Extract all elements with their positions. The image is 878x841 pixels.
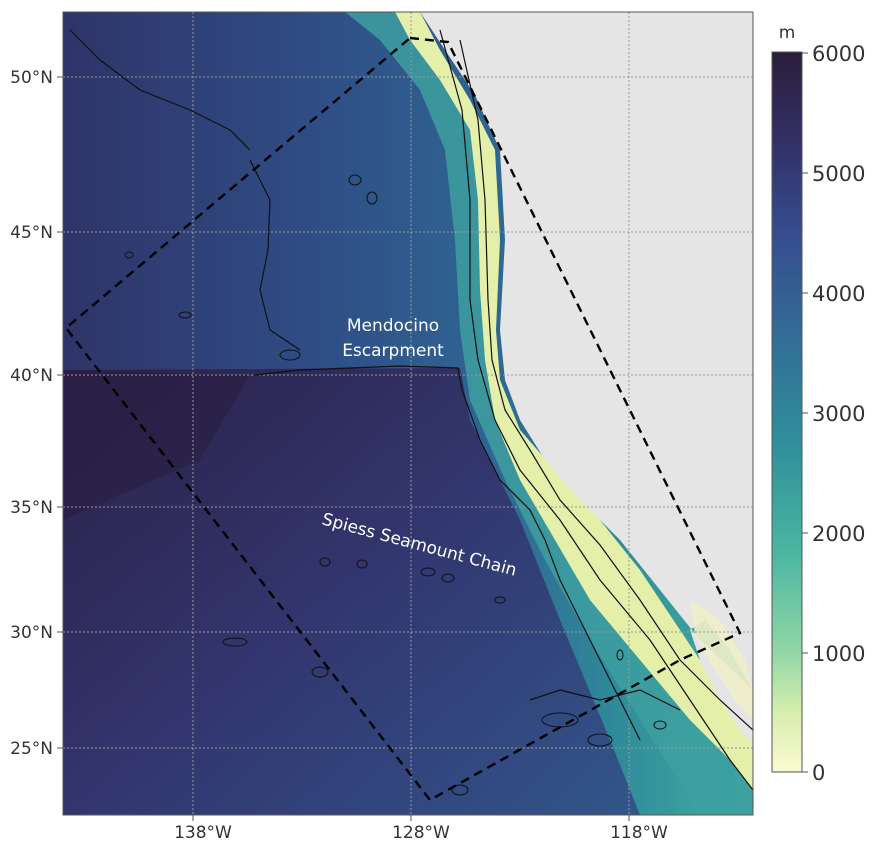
lon-label-118w: 118°W <box>610 823 668 841</box>
lat-label-40n: 40°N <box>10 366 53 386</box>
colorbar-tick-2000: 2000 <box>812 522 865 546</box>
seamount-contours <box>124 174 667 796</box>
annotation-mendocino: Mendocino <box>347 316 439 336</box>
axis-ticks <box>57 76 630 821</box>
colorbar-tick-0: 0 <box>812 761 825 785</box>
deep-abyssal-plain <box>63 368 640 815</box>
colorbar-tick-1000: 1000 <box>812 642 865 666</box>
annotation-escarpment: Escarpment <box>342 341 444 361</box>
colorbar-tick-6000: 6000 <box>812 42 865 66</box>
colorbar-tick-3000: 3000 <box>812 402 865 426</box>
lon-label-138w: 138°W <box>174 823 232 841</box>
map-area <box>63 12 753 815</box>
deep-trough <box>63 370 250 520</box>
lat-label-45n: 45°N <box>10 223 53 243</box>
lat-label-50n: 50°N <box>10 68 53 88</box>
colorbar-tick-5000: 5000 <box>812 162 865 186</box>
map-frame <box>62 11 754 816</box>
lat-label-35n: 35°N <box>10 498 53 518</box>
colorbar-tick-4000: 4000 <box>812 282 865 306</box>
baja-peninsula <box>690 600 753 720</box>
land-north-america <box>420 12 753 745</box>
study-region-outline <box>64 36 742 802</box>
colorbar: m 6000 5000 4000 3000 2000 1000 0 <box>771 23 865 785</box>
depth-contours <box>69 29 753 791</box>
colorbar-unit: m <box>779 23 796 43</box>
continental-shelf <box>395 12 753 790</box>
graticule <box>63 12 753 815</box>
lat-label-25n: 25°N <box>10 739 53 759</box>
lat-label-30n: 30°N <box>10 623 53 643</box>
lon-label-128w: 128°W <box>392 823 450 841</box>
colorbar-gradient <box>771 51 803 773</box>
